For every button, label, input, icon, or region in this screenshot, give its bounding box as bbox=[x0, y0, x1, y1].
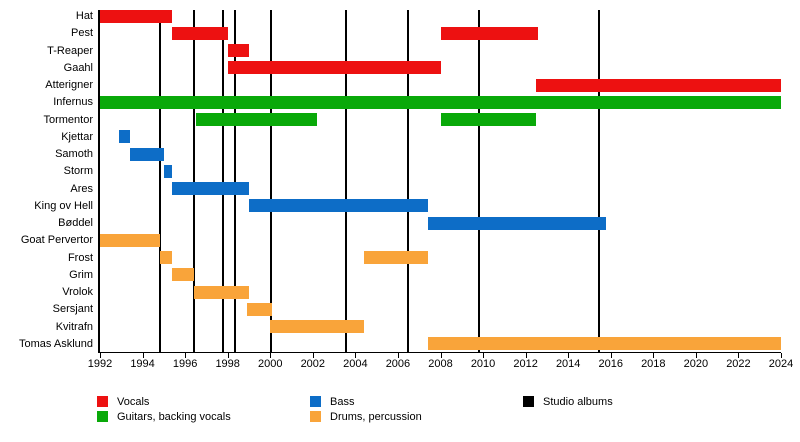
x-tick-label: 2010 bbox=[470, 358, 496, 370]
member-label: Frost bbox=[67, 251, 93, 264]
member-label: Infernus bbox=[53, 96, 93, 109]
x-axis-line bbox=[98, 352, 781, 353]
timeline-bar-bass bbox=[248, 199, 428, 213]
studio-album-line bbox=[234, 10, 237, 352]
x-tick bbox=[227, 353, 229, 358]
timeline-bar-vocals bbox=[172, 26, 228, 40]
studio-album-line bbox=[344, 10, 347, 352]
x-tick bbox=[270, 353, 272, 358]
x-tick bbox=[483, 353, 485, 358]
x-tick-label: 2020 bbox=[683, 358, 709, 370]
member-label: Pest bbox=[70, 27, 93, 40]
x-tick bbox=[440, 353, 442, 358]
member-label: Samoth bbox=[55, 148, 93, 161]
legend-label: Studio albums bbox=[543, 396, 613, 408]
studio-album-line bbox=[158, 10, 161, 352]
x-tick-label: 2014 bbox=[555, 358, 581, 370]
timeline-bar-vocals bbox=[440, 26, 539, 40]
timeline-bar-drums bbox=[100, 233, 160, 247]
member-label: Gaahl bbox=[63, 61, 93, 74]
member-label: King ov Hell bbox=[34, 199, 93, 212]
x-tick bbox=[100, 353, 101, 358]
member-label: T-Reaper bbox=[47, 44, 93, 57]
x-tick-label: 2008 bbox=[428, 358, 453, 370]
timeline-bar-guitars bbox=[440, 113, 537, 127]
x-tick-label: 2022 bbox=[726, 358, 751, 370]
timeline-bar-bass bbox=[427, 216, 607, 230]
member-label: Goat Pervertor bbox=[20, 234, 93, 247]
legend-label: Vocals bbox=[117, 396, 150, 408]
x-tick-label: 1992 bbox=[87, 358, 113, 370]
timeline-bar-vocals bbox=[536, 78, 781, 92]
member-label: Ares bbox=[70, 182, 93, 195]
y-axis-line bbox=[98, 10, 100, 352]
timeline-bar-drums bbox=[159, 251, 173, 265]
x-tick-label: 2006 bbox=[385, 358, 411, 370]
x-tick-label: 2024 bbox=[768, 358, 794, 370]
x-tick bbox=[525, 353, 527, 358]
member-label: Kvitrafn bbox=[55, 320, 93, 333]
x-tick bbox=[142, 353, 144, 358]
x-tick bbox=[781, 353, 782, 358]
studio-album-line bbox=[270, 10, 273, 352]
timeline-bar-bass bbox=[163, 164, 173, 178]
x-tick-label: 2004 bbox=[343, 358, 368, 370]
x-tick bbox=[695, 353, 697, 358]
legend-swatch-drums bbox=[310, 411, 321, 422]
timeline-bar-vocals bbox=[227, 44, 249, 58]
x-tick bbox=[355, 353, 357, 358]
legend-label: Guitars, backing vocals bbox=[117, 411, 231, 423]
member-label: Storm bbox=[63, 165, 93, 178]
legend-swatch-albums bbox=[523, 396, 534, 407]
studio-album-line bbox=[222, 10, 225, 352]
x-tick-label: 1998 bbox=[215, 358, 240, 370]
x-tick-label: 2000 bbox=[258, 358, 283, 370]
x-tick bbox=[312, 353, 314, 358]
x-tick bbox=[568, 353, 570, 358]
member-label: Atterigner bbox=[45, 79, 93, 92]
x-tick bbox=[738, 353, 740, 358]
legend-label: Drums, percussion bbox=[330, 411, 422, 423]
timeline-bar-vocals bbox=[227, 61, 441, 75]
member-label: Kjettar bbox=[61, 130, 93, 143]
studio-album-line bbox=[598, 10, 601, 352]
x-tick-label: 1994 bbox=[130, 358, 155, 370]
timeline-bar-drums bbox=[270, 320, 364, 334]
x-tick-label: 1996 bbox=[172, 358, 198, 370]
timeline-bar-guitars bbox=[195, 113, 318, 127]
studio-album-line bbox=[192, 10, 195, 352]
member-label: Grim bbox=[69, 268, 93, 281]
timeline-bar-drums bbox=[427, 337, 781, 351]
x-tick bbox=[653, 353, 655, 358]
legend-label: Bass bbox=[330, 396, 355, 408]
member-label: Vrolok bbox=[62, 286, 93, 299]
studio-album-line bbox=[406, 10, 409, 352]
timeline-bar-drums bbox=[363, 251, 428, 265]
x-tick bbox=[610, 353, 612, 358]
x-tick-label: 2016 bbox=[598, 358, 623, 370]
x-tick-label: 2018 bbox=[641, 358, 666, 370]
x-tick bbox=[397, 353, 399, 358]
member-label: Hat bbox=[75, 10, 93, 22]
legend-swatch-vocals bbox=[97, 396, 108, 407]
x-tick-label: 2012 bbox=[513, 358, 538, 370]
x-tick bbox=[185, 353, 187, 358]
member-label: Bøddel bbox=[58, 217, 93, 230]
legend-swatch-guitars bbox=[97, 411, 108, 422]
studio-album-line bbox=[477, 10, 480, 352]
timeline-bar-bass bbox=[119, 130, 130, 144]
timeline-bar-drums bbox=[172, 268, 194, 282]
legend-swatch-bass bbox=[310, 396, 321, 407]
timeline-bar-bass bbox=[172, 182, 249, 196]
timeline-bar-bass bbox=[129, 147, 164, 161]
member-label: Sersjant bbox=[52, 303, 93, 316]
timeline-bar-vocals bbox=[100, 9, 173, 23]
x-tick-label: 2002 bbox=[300, 358, 326, 370]
timeline-bar-drums bbox=[246, 302, 273, 316]
timeline-bar-drums bbox=[193, 285, 249, 299]
member-label: Tormentor bbox=[43, 113, 93, 126]
timeline-bar-guitars bbox=[100, 95, 781, 109]
member-label: Tomas Asklund bbox=[19, 337, 93, 350]
